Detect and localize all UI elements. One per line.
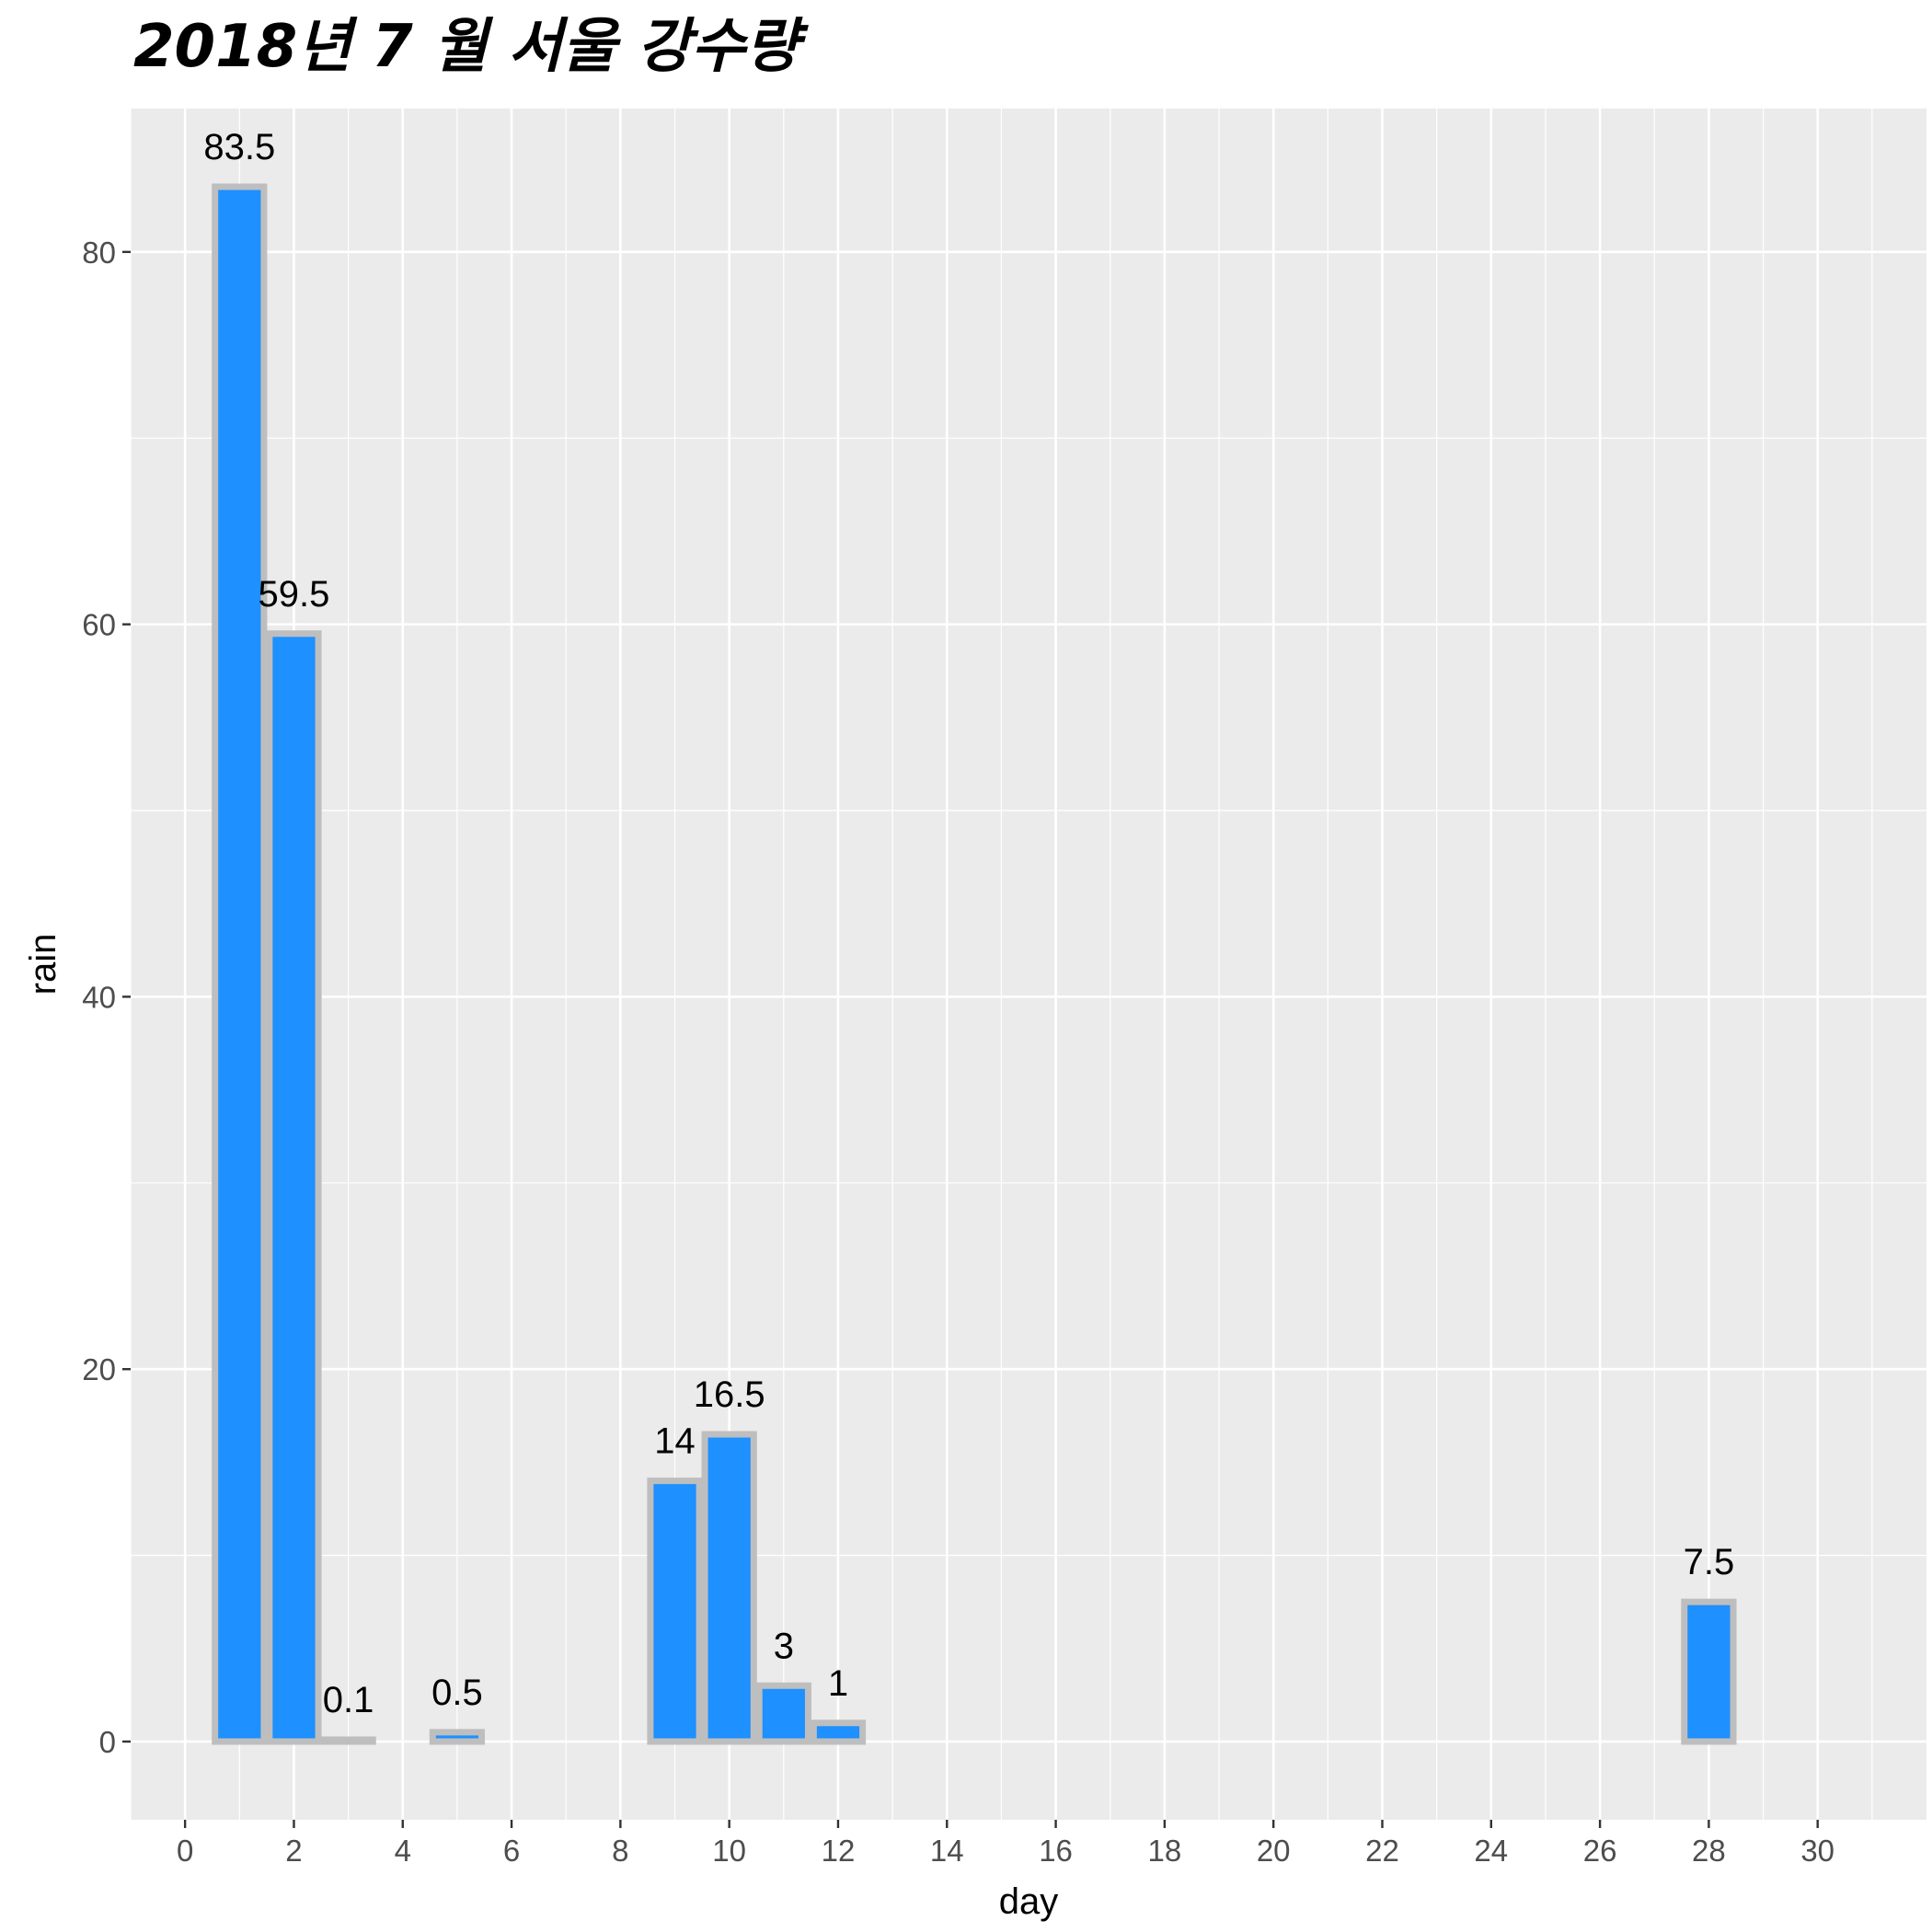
data-label-day-28: 7.5 (1684, 1542, 1735, 1582)
y-tick-label: 40 (82, 980, 116, 1014)
bars (212, 183, 1737, 1745)
x-tick-label: 14 (930, 1834, 964, 1868)
x-tick-label: 24 (1474, 1834, 1508, 1868)
bar-day-5 (429, 1729, 486, 1745)
bar-day-9 (647, 1478, 703, 1745)
y-tick-label: 80 (82, 236, 116, 270)
y-tick-label: 60 (82, 608, 116, 642)
data-label-day-9: 14 (654, 1421, 696, 1462)
y-tick-label: 20 (82, 1352, 116, 1386)
data-label-day-5: 0.5 (431, 1673, 483, 1713)
data-label-day-12: 1 (828, 1663, 848, 1704)
minor-grid (130, 109, 1926, 1820)
y-tick-label: 0 (99, 1725, 116, 1759)
x-tick-label: 20 (1257, 1834, 1291, 1868)
x-axis: 0 2 4 6 8 10 12 14 16 18 20 22 24 26 28 30 (177, 1820, 1834, 1868)
data-label-day-2: 59.5 (259, 574, 330, 615)
data-label-day-1: 83.5 (203, 127, 275, 167)
x-tick-label: 0 (177, 1834, 193, 1868)
y-axis-title: rain (23, 934, 63, 995)
data-label-day-11: 3 (774, 1626, 794, 1666)
bar-day-1 (212, 183, 268, 1745)
x-tick-label: 26 (1583, 1834, 1617, 1868)
bar-day-2 (266, 630, 322, 1745)
y-axis: 0 20 40 60 80 (82, 236, 131, 1759)
x-tick-label: 8 (612, 1834, 628, 1868)
data-label-day-10: 16.5 (694, 1374, 765, 1415)
x-tick-label: 22 (1365, 1834, 1399, 1868)
x-tick-label: 6 (503, 1834, 520, 1868)
bar-day-3 (320, 1736, 376, 1745)
bar-day-11 (755, 1682, 811, 1745)
data-label-day-3: 0.1 (323, 1680, 374, 1720)
plot-panel (131, 109, 1926, 1820)
data-labels: 83.5 59.5 0.1 0.5 14 16.5 31 7.5 (203, 127, 1734, 1720)
x-tick-label: 18 (1148, 1834, 1182, 1868)
x-axis-title: day (999, 1881, 1059, 1922)
x-tick-label: 10 (712, 1834, 746, 1868)
bar-day-12 (810, 1719, 867, 1745)
bar-day-10 (701, 1431, 757, 1745)
chart-title: 2018년 7 월 서울 강수량 (133, 13, 809, 81)
x-tick-label: 2 (285, 1834, 302, 1868)
x-tick-label: 28 (1692, 1834, 1726, 1868)
x-tick-label: 16 (1039, 1834, 1073, 1868)
x-tick-label: 12 (822, 1834, 856, 1868)
bar-day-28 (1681, 1598, 1737, 1745)
x-tick-label: 4 (395, 1834, 411, 1868)
x-tick-label: 30 (1800, 1834, 1834, 1868)
